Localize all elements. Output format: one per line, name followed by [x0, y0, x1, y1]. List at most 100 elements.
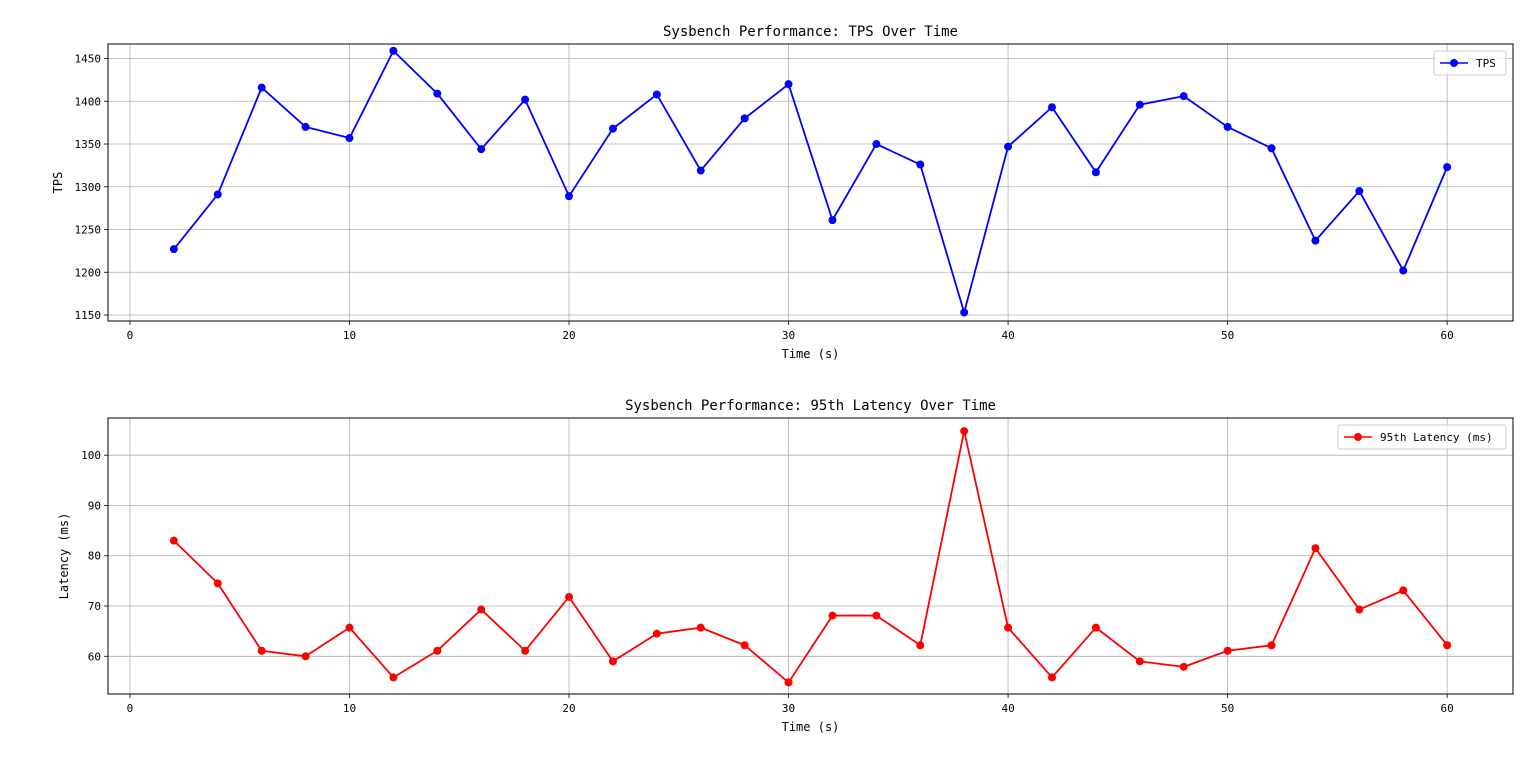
tps-y-tick-label: 1300 [75, 181, 102, 194]
latency-x-tick-label: 30 [782, 702, 795, 715]
tps-data-point [213, 190, 222, 199]
tps-y-tick-label: 1200 [75, 266, 102, 279]
tps-y-tick-label: 1400 [75, 95, 102, 108]
tps-data-point [1355, 187, 1364, 196]
latency-data-point [740, 641, 749, 650]
tps-legend-label: TPS [1476, 57, 1496, 70]
latency-data-point [169, 536, 178, 545]
tps-data-point [1267, 144, 1276, 153]
tps-x-tick-label: 10 [343, 329, 356, 342]
tps-data-point [345, 134, 354, 143]
latency-data-point [257, 646, 266, 655]
latency-y-tick-label: 90 [88, 499, 101, 512]
tps-data-point [521, 95, 530, 104]
tps-data-point [1223, 122, 1232, 131]
tps-data-point [565, 192, 574, 201]
latency-y-ticks: 60 70 80 90 100 [81, 449, 108, 663]
tps-data-point [608, 124, 617, 133]
latency-data-point [1355, 605, 1364, 614]
tps-y-tick-label: 1250 [75, 224, 102, 237]
latency-legend: 95th Latency (ms) [1337, 424, 1507, 450]
tps-data-point [1399, 266, 1408, 275]
tps-x-tick-label: 50 [1221, 329, 1234, 342]
latency-legend-label: 95th Latency (ms) [1380, 431, 1493, 444]
tps-legend: TPS [1433, 50, 1507, 76]
latency-y-tick-label: 100 [81, 449, 101, 462]
latency-data-point [1267, 641, 1276, 650]
tps-data-point [652, 90, 661, 99]
latency-y-tick-label: 60 [88, 650, 101, 663]
latency-data-point [872, 611, 881, 620]
tps-data-point [433, 89, 442, 98]
latency-legend-box [1337, 424, 1507, 450]
tps-data-point [916, 160, 925, 169]
tps-chart-title: Sysbench Performance: TPS Over Time [663, 24, 958, 40]
tps-y-ticks: 1150 1200 1250 1300 1350 1400 1450 [75, 53, 108, 322]
tps-y-tick-label: 1450 [75, 53, 102, 66]
latency-y-tick-label: 80 [88, 550, 101, 563]
latency-chart-title: Sysbench Performance: 95th Latency Over … [625, 398, 996, 414]
tps-data-point [960, 308, 969, 317]
latency-x-tick-label: 20 [562, 702, 575, 715]
latency-x-axis-label: Time (s) [782, 720, 840, 734]
latency-data-point [1004, 623, 1013, 632]
latency-data-point [1047, 673, 1056, 682]
latency-data-point [565, 592, 574, 601]
tps-legend-marker [1450, 59, 1458, 67]
tps-x-ticks: 0 10 20 30 40 50 60 [127, 321, 1454, 342]
tps-legend-box [1433, 50, 1507, 76]
latency-data-point [477, 605, 486, 614]
latency-data-point [345, 623, 354, 632]
latency-series [169, 427, 1452, 687]
latency-data-point [389, 673, 398, 682]
tps-y-tick-label: 1150 [75, 309, 102, 322]
latency-x-tick-label: 50 [1221, 702, 1234, 715]
latency-data-point [828, 611, 837, 620]
tps-plot-frame [107, 43, 1514, 322]
tps-x-tick-label: 40 [1001, 329, 1014, 342]
latency-data-point [1135, 657, 1144, 666]
latency-data-point [652, 629, 661, 638]
latency-data-point [960, 427, 969, 436]
tps-data-point [1004, 142, 1013, 151]
latency-series-line [173, 430, 1448, 684]
tps-data-point [1135, 100, 1144, 109]
tps-x-tick-label: 0 [127, 329, 134, 342]
latency-data-point [1443, 641, 1452, 650]
tps-series-line [173, 49, 1448, 314]
tps-data-point [740, 114, 749, 123]
tps-x-tick-label: 60 [1441, 329, 1454, 342]
latency-chart: 0 10 20 30 40 50 60 60 70 80 90 100 Sysbench Perfo… [57, 398, 1514, 734]
tps-data-point [301, 122, 310, 131]
tps-y-axis-label: TPS [51, 172, 65, 194]
tps-data-point [1179, 92, 1188, 101]
tps-data-point [477, 145, 486, 154]
latency-data-point [1399, 586, 1408, 595]
latency-y-axis-label: Latency (ms) [57, 513, 71, 600]
tps-grid [108, 44, 1513, 321]
tps-y-tick-label: 1350 [75, 138, 102, 151]
tps-x-tick-label: 30 [782, 329, 795, 342]
latency-data-point [301, 652, 310, 661]
latency-y-tick-label: 70 [88, 600, 101, 613]
latency-x-tick-label: 10 [343, 702, 356, 715]
tps-data-point [1091, 168, 1100, 177]
tps-data-point [1443, 163, 1452, 172]
latency-data-point [1179, 662, 1188, 671]
tps-chart: 0 10 20 30 40 50 60 1150 1200 1250 1300 1350 1400 14… [51, 24, 1514, 361]
latency-data-point [521, 646, 530, 655]
tps-data-point [1047, 103, 1056, 112]
tps-data-point [784, 80, 793, 89]
latency-data-point [1311, 544, 1320, 553]
latency-data-point [1223, 646, 1232, 655]
tps-data-point [257, 83, 266, 92]
latency-data-point [1091, 623, 1100, 632]
latency-x-ticks: 0 10 20 30 40 50 60 [127, 694, 1454, 715]
latency-data-point [213, 579, 222, 588]
latency-data-point [608, 657, 617, 666]
latency-data-point [916, 641, 925, 650]
latency-data-point [784, 678, 793, 687]
latency-data-point [433, 646, 442, 655]
